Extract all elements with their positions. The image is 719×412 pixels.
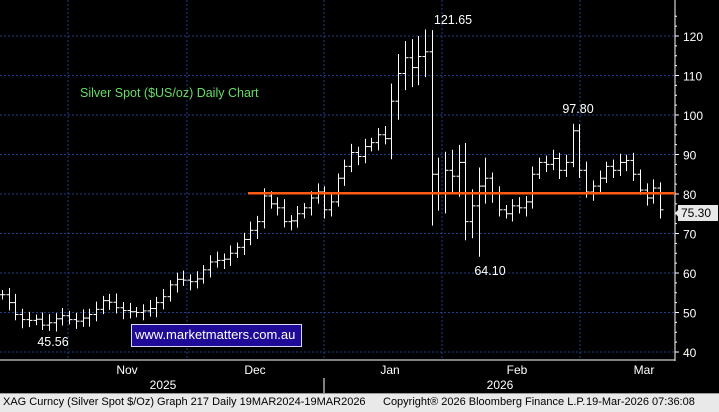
footer-copyright: Copyright® 2026 Bloomberg Finance L.P. [383, 396, 586, 408]
annotation-label: 97.80 [562, 102, 593, 116]
x-month-label: Nov [116, 363, 137, 377]
y-tick-label: 100 [683, 109, 703, 123]
y-tick-label: 110 [683, 70, 702, 84]
y-tick-label: 80 [683, 188, 697, 202]
y-tick-label: 40 [683, 346, 697, 360]
last-price-label: 75.30 [678, 205, 718, 221]
footer-security-info: XAG Curncy (Silver Spot $/Oz) Graph 217 … [3, 396, 366, 408]
annotation-label: 45.56 [37, 335, 68, 349]
chart-title: Silver Spot ($US/oz) Daily Chart [80, 86, 259, 100]
x-year-label: 2025 [150, 378, 177, 392]
y-tick-label: 90 [683, 149, 697, 163]
y-tick-label: 70 [683, 228, 697, 242]
x-year-label: 2026 [487, 378, 514, 392]
x-month-label: Dec [244, 363, 265, 377]
watermark-url[interactable]: www.marketmatters.com.au [131, 324, 303, 347]
annotation-label: 121.65 [434, 13, 472, 27]
annotation-label: 64.10 [474, 264, 505, 278]
x-month-label: Feb [507, 363, 528, 377]
footer-bar: XAG Curncy (Silver Spot $/Oz) Graph 217 … [0, 393, 719, 412]
chart-background [0, 0, 719, 393]
y-tick-label: 50 [683, 307, 697, 321]
y-tick-label: 60 [683, 267, 697, 281]
y-tick-label: 120 [683, 30, 703, 44]
x-month-label: Mar [634, 363, 655, 377]
footer-timestamp: 19-Mar-2026 07:36:08 [586, 396, 695, 408]
x-month-label: Jan [380, 363, 399, 377]
